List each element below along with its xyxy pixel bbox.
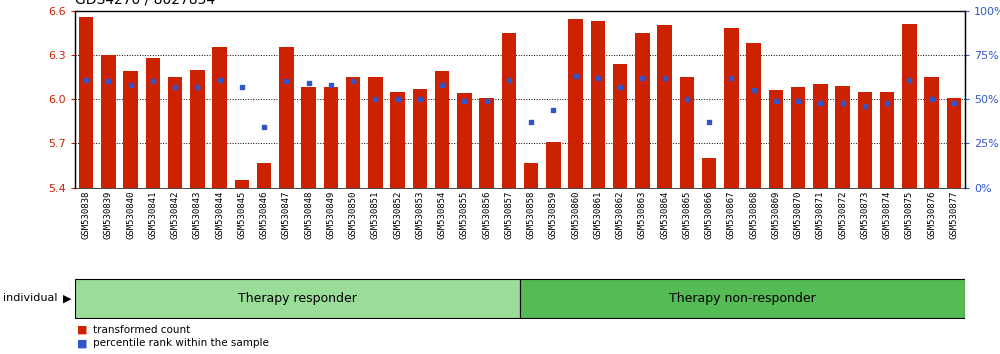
- Text: ■: ■: [77, 325, 88, 335]
- Text: GSM530854: GSM530854: [438, 190, 447, 239]
- Bar: [769, 90, 783, 188]
- Bar: [702, 158, 716, 188]
- Text: GSM530838: GSM530838: [82, 190, 91, 239]
- Text: GSM530839: GSM530839: [104, 190, 113, 239]
- Bar: [457, 93, 472, 188]
- Bar: [212, 47, 227, 188]
- Text: GSM530849: GSM530849: [326, 190, 335, 239]
- Bar: [368, 77, 383, 188]
- Bar: [880, 92, 894, 188]
- Text: GSM530847: GSM530847: [282, 190, 291, 239]
- Text: GSM530843: GSM530843: [193, 190, 202, 239]
- Bar: [146, 58, 160, 188]
- Text: GSM530853: GSM530853: [415, 190, 424, 239]
- Bar: [546, 142, 561, 188]
- Bar: [613, 64, 627, 188]
- Text: Therapy non-responder: Therapy non-responder: [669, 292, 816, 305]
- Text: GSM530872: GSM530872: [838, 190, 847, 239]
- Text: GSM530844: GSM530844: [215, 190, 224, 239]
- Bar: [902, 24, 917, 188]
- Bar: [680, 77, 694, 188]
- Text: GSM530850: GSM530850: [349, 190, 358, 239]
- Text: GSM530870: GSM530870: [794, 190, 803, 239]
- Text: GSM530846: GSM530846: [260, 190, 269, 239]
- Bar: [413, 89, 427, 188]
- Text: GSM530877: GSM530877: [949, 190, 958, 239]
- Bar: [123, 71, 138, 188]
- Bar: [924, 77, 939, 188]
- Text: ▶: ▶: [63, 293, 72, 303]
- Text: GSM530852: GSM530852: [393, 190, 402, 239]
- Bar: [257, 162, 271, 188]
- Bar: [568, 19, 583, 188]
- Text: GSM530871: GSM530871: [816, 190, 825, 239]
- Bar: [235, 180, 249, 188]
- Text: transformed count: transformed count: [93, 325, 190, 335]
- Text: GSM530845: GSM530845: [237, 190, 246, 239]
- Text: GSM530861: GSM530861: [593, 190, 602, 239]
- Bar: [502, 33, 516, 188]
- Text: Therapy responder: Therapy responder: [238, 292, 357, 305]
- Text: GSM530873: GSM530873: [860, 190, 869, 239]
- Bar: [835, 86, 850, 188]
- Bar: [168, 77, 182, 188]
- Bar: [324, 87, 338, 188]
- Text: GSM530869: GSM530869: [771, 190, 780, 239]
- Bar: [791, 87, 805, 188]
- Bar: [301, 87, 316, 188]
- Bar: [591, 21, 605, 188]
- Text: GSM530874: GSM530874: [883, 190, 892, 239]
- Text: GDS4270 / 8027854: GDS4270 / 8027854: [75, 0, 215, 6]
- Bar: [190, 70, 205, 188]
- Text: GSM530867: GSM530867: [727, 190, 736, 239]
- Text: GSM530863: GSM530863: [638, 190, 647, 239]
- Text: GSM530868: GSM530868: [749, 190, 758, 239]
- Bar: [724, 28, 739, 188]
- Text: GSM530858: GSM530858: [527, 190, 536, 239]
- Bar: [435, 71, 449, 188]
- Bar: [635, 33, 650, 188]
- Text: GSM530848: GSM530848: [304, 190, 313, 239]
- FancyBboxPatch shape: [520, 279, 965, 318]
- Bar: [79, 17, 93, 188]
- Bar: [479, 98, 494, 188]
- FancyBboxPatch shape: [75, 279, 520, 318]
- Bar: [524, 162, 538, 188]
- Text: GSM530860: GSM530860: [571, 190, 580, 239]
- Text: GSM530875: GSM530875: [905, 190, 914, 239]
- Bar: [813, 84, 828, 188]
- Bar: [858, 92, 872, 188]
- Text: GSM530864: GSM530864: [660, 190, 669, 239]
- Bar: [346, 77, 360, 188]
- Text: GSM530856: GSM530856: [482, 190, 491, 239]
- Bar: [279, 47, 294, 188]
- Text: ■: ■: [77, 338, 88, 348]
- Text: GSM530876: GSM530876: [927, 190, 936, 239]
- Text: GSM530866: GSM530866: [705, 190, 714, 239]
- Text: GSM530859: GSM530859: [549, 190, 558, 239]
- Text: GSM530842: GSM530842: [171, 190, 180, 239]
- Text: individual: individual: [3, 293, 58, 303]
- Text: percentile rank within the sample: percentile rank within the sample: [93, 338, 269, 348]
- Text: GSM530851: GSM530851: [371, 190, 380, 239]
- Text: GSM530841: GSM530841: [148, 190, 157, 239]
- Bar: [101, 55, 116, 188]
- Text: GSM530862: GSM530862: [616, 190, 625, 239]
- Text: GSM530865: GSM530865: [682, 190, 691, 239]
- Text: GSM530857: GSM530857: [504, 190, 513, 239]
- Bar: [657, 25, 672, 188]
- Bar: [746, 43, 761, 188]
- Text: GSM530840: GSM530840: [126, 190, 135, 239]
- Bar: [390, 92, 405, 188]
- Text: GSM530855: GSM530855: [460, 190, 469, 239]
- Bar: [947, 98, 961, 188]
